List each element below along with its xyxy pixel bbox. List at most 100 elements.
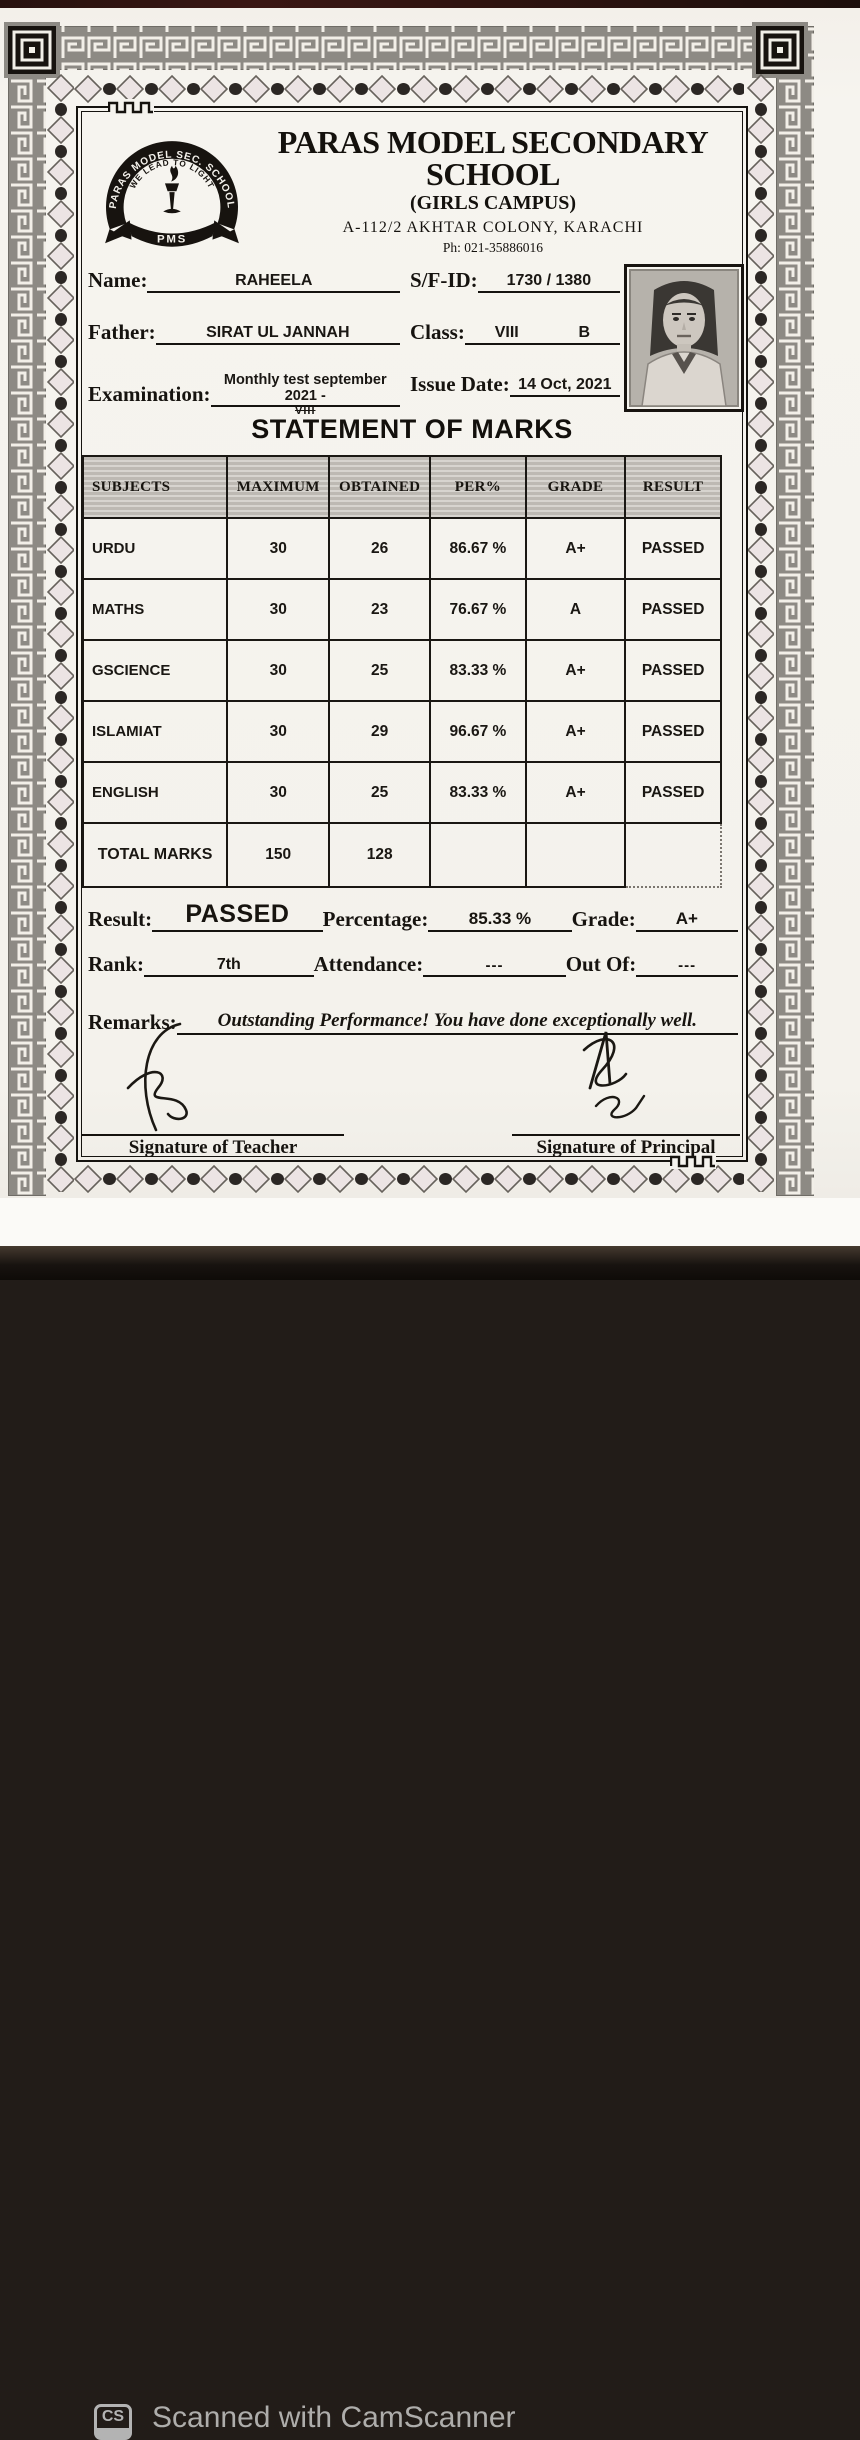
grade-cell: A+: [524, 700, 627, 763]
logo-ribbon: PMS: [112, 220, 232, 247]
logo-ribbon-text: PMS: [157, 233, 187, 245]
per-cell: 96.67 %: [429, 700, 527, 763]
corner-ornament-top-right: [752, 22, 808, 78]
certificate-frame: PARAS MODEL SEC. SCHOOL WE LEAD TO LIGHT…: [76, 99, 748, 1169]
sfid-value: 1730 / 1380: [477, 272, 620, 293]
total-per-cell: [429, 822, 527, 888]
grade-cell: A: [524, 578, 627, 641]
total-result-cell: [624, 822, 722, 888]
frame-zigzag-top-left: [108, 99, 154, 115]
table-row: ISLAMIAT 30 29 96.67 % A+ PASSED: [81, 700, 722, 763]
class-row: Class: VIII B: [410, 320, 620, 345]
remarks-row: Remarks: Outstanding Performance! You ha…: [88, 1010, 738, 1035]
certificate-content: PARAS MODEL SEC. SCHOOL WE LEAD TO LIGHT…: [78, 108, 746, 1160]
scan-caption: Scanned with CamScanner: [152, 2401, 516, 2434]
greek-key-border-left: [8, 26, 46, 1196]
address-line: A-112/2 AKHTAR COLONY, KARACHI: [342, 219, 644, 236]
principal-signature-label: Signature of Principal: [536, 1137, 716, 1158]
father-label: Father:: [88, 320, 156, 344]
remarks-value: Outstanding Performance! You have done e…: [176, 1010, 738, 1035]
class-section: B: [578, 324, 591, 341]
class-number: VIII: [494, 324, 519, 341]
percentage-value: 85.33 %: [428, 909, 572, 932]
marks-table-wrap: SUBJECTS MAXIMUM OBTAINED PER% GRADE RES…: [81, 455, 722, 888]
table-header-row: SUBJECTS MAXIMUM OBTAINED PER% GRADE RES…: [81, 455, 722, 519]
camscanner-icon-bar: [97, 2428, 129, 2437]
grade-value: A+: [635, 909, 738, 932]
grade-cell: A+: [524, 517, 627, 580]
class-value: VIII B: [464, 324, 620, 345]
subject-cell: ISLAMIAT: [81, 700, 229, 763]
exam-label: Examination:: [88, 382, 211, 406]
logo-torch-icon: [163, 165, 181, 214]
principal-signature-line: [512, 1134, 740, 1136]
summary-row-2: Rank: 7th Attendance: --- Out Of: ---: [88, 952, 738, 977]
max-cell: 30: [226, 578, 331, 641]
result-cell: PASSED: [624, 517, 722, 580]
father-row: Father: SIRAT UL JANNAH: [88, 320, 400, 345]
outof-value: ---: [636, 957, 738, 977]
result-cell: PASSED: [624, 700, 722, 763]
class-label: Class:: [410, 320, 465, 344]
marks-table: SUBJECTS MAXIMUM OBTAINED PER% GRADE RES…: [81, 455, 722, 888]
col-header-per: PER%: [429, 455, 527, 519]
exam-row: Examination: Monthly test september 2021…: [88, 372, 400, 417]
per-cell: 83.33 %: [429, 639, 527, 702]
phone-line: Ph: 021-35886016: [442, 240, 544, 255]
obtained-cell: 26: [328, 517, 432, 580]
greek-key-border-right: [776, 26, 814, 1196]
summary-row-1: Result: PASSED Percentage: 85.33 % Grade…: [88, 900, 738, 932]
table-row: GSCIENCE 30 25 83.33 % A+ PASSED: [81, 639, 722, 702]
obtained-cell: 25: [328, 639, 432, 702]
scan-edge-bottom: [0, 1246, 860, 1280]
diamond-border-top: [74, 74, 744, 104]
camscanner-strip: CS Scanned with CamScanner: [0, 1198, 860, 2440]
total-obtained-cell: 128: [328, 822, 432, 888]
exam-text: Monthly test september 2021 -: [223, 372, 387, 404]
marks-title: STATEMENT OF MARKS: [251, 414, 573, 444]
max-cell: 30: [226, 761, 331, 824]
table-row: ENGLISH 30 25 83.33 % A+ PASSED: [81, 761, 722, 824]
grade-cell: A+: [524, 761, 627, 824]
rank-value: 7th: [144, 956, 314, 977]
corner-ornament-top-left: [4, 22, 60, 78]
name-value: RAHEELA: [147, 272, 400, 293]
total-max-cell: 150: [226, 822, 331, 888]
result-value: PASSED: [152, 900, 323, 932]
table-row: URDU 30 26 86.67 % A+ PASSED: [81, 517, 722, 580]
camscanner-icon: CS: [94, 2404, 132, 2440]
campus-line: (GIRLS CAMPUS): [409, 192, 577, 214]
diamond-border-bottom: [74, 1164, 744, 1194]
frame-zigzag-bottom-right: [670, 1153, 716, 1169]
remarks-label: Remarks:: [88, 1010, 177, 1034]
subject-cell: GSCIENCE: [81, 639, 229, 702]
grade-label: Grade:: [571, 907, 636, 931]
result-cell: PASSED: [624, 761, 722, 824]
col-header-grade: GRADE: [524, 455, 627, 519]
teacher-signature-line: [82, 1134, 344, 1136]
greek-key-border-top: [8, 26, 814, 70]
teacher-signature: [126, 1022, 188, 1132]
principal-signature: [582, 1031, 646, 1119]
per-cell: 86.67 %: [429, 517, 527, 580]
exam-value: Monthly test september 2021 - VIII: [210, 372, 400, 417]
col-header-maximum: MAXIMUM: [226, 455, 331, 519]
school-logo: PARAS MODEL SEC. SCHOOL WE LEAD TO LIGHT…: [105, 141, 239, 247]
percentage-label: Percentage:: [322, 907, 429, 931]
issue-value: 14 Oct, 2021: [509, 376, 620, 397]
scan-edge-top: [0, 0, 860, 9]
outof-label: Out Of:: [565, 952, 637, 976]
attendance-value: ---: [423, 957, 566, 977]
col-header-subjects: SUBJECTS: [81, 455, 229, 519]
obtained-cell: 25: [328, 761, 432, 824]
school-name: PARAS MODEL SECONDARY SCHOOL: [277, 124, 709, 192]
col-header-result: RESULT: [624, 455, 722, 519]
name-label: Name:: [88, 268, 148, 292]
subject-cell: MATHS: [81, 578, 229, 641]
per-cell: 76.67 %: [429, 578, 527, 641]
logo-arc-band: [106, 141, 238, 230]
grade-cell: A+: [524, 639, 627, 702]
total-label-cell: TOTAL MARKS: [81, 822, 229, 888]
teacher-signature-label: Signature of Teacher: [128, 1137, 298, 1158]
